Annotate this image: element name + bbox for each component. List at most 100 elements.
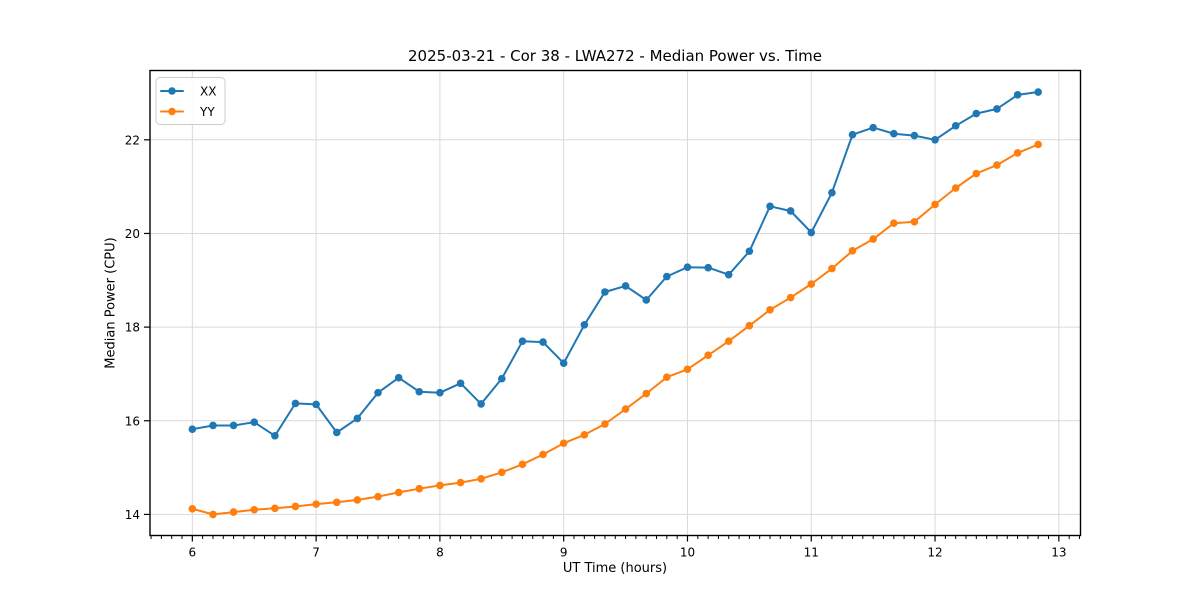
data-point-YY [993,161,1001,169]
x-tick-label: 9 [560,546,568,560]
series-line-YY [191,143,1040,516]
data-point-YY [518,460,527,469]
data-point-XX [498,374,506,383]
data-point-YY [848,246,857,255]
data-point-XX [807,228,816,237]
legend-sample-marker-XX [168,87,176,95]
data-point-XX [188,425,197,434]
data-point-XX [229,421,238,430]
data-point-YY [642,389,651,398]
data-point-XX [456,379,465,388]
data-point-YY [394,488,403,497]
x-tick-label: 10 [680,546,695,560]
data-point-XX [580,320,589,329]
data-point-YY [890,219,898,227]
data-point-YY [498,468,506,477]
data-point-XX [621,282,630,290]
data-point-XX [374,388,382,397]
data-point-XX [931,136,939,144]
data-point-YY [828,264,836,273]
data-point-XX [436,388,444,397]
data-point-XX [869,123,877,132]
data-point-YY [786,293,795,302]
data-point-XX [271,431,279,440]
data-point-XX [415,387,424,396]
data-point-XX [663,272,671,281]
x-tick-label: 12 [927,546,942,560]
data-point-YY [539,450,547,459]
data-point-YY [188,505,197,513]
data-point-XX [972,109,981,118]
data-point-YY [745,321,754,330]
data-point-XX [786,207,795,215]
data-point-XX [951,121,960,130]
x-tick-label: 6 [189,546,197,560]
data-point-XX [1034,88,1042,96]
data-point-YY [1013,149,1022,157]
data-point-YY [250,505,259,514]
data-point-XX [766,202,774,211]
data-point-YY [683,365,692,374]
data-point-XX [1013,91,1022,99]
data-point-XX [353,414,362,423]
data-point-XX [477,400,485,408]
data-point-XX [291,399,300,408]
series-line-XX [191,91,1040,437]
data-point-YY [332,498,341,507]
data-point-YY [951,184,960,192]
y-tick-label: 18 [125,321,140,335]
data-point-YY [374,492,382,501]
data-point-XX [518,337,527,345]
x-tick-label: 13 [1051,546,1066,560]
data-point-YY [807,280,816,288]
data-point-XX [642,296,651,304]
data-point-YY [601,420,609,428]
data-point-YY [580,431,589,439]
data-point-YY [1034,140,1042,149]
data-point-YY [229,508,238,516]
data-point-YY [724,337,733,345]
y-tick-label: 22 [125,133,140,147]
x-axis-label: UT Time (hours) [562,561,668,576]
legend-label-XX: XX [200,85,216,99]
data-point-YY [931,200,939,209]
y-tick-label: 14 [125,508,140,522]
data-point-XX [332,428,341,437]
data-point-XX [394,373,403,382]
data-point-YY [271,504,279,513]
data-point-YY [312,500,320,508]
data-point-XX [848,130,857,139]
data-point-YY [704,351,712,360]
y-tick-label: 20 [125,227,140,241]
data-point-YY [766,305,774,314]
x-tick-label: 8 [436,546,444,560]
x-tick-label: 11 [804,546,819,560]
data-point-YY [869,235,877,243]
data-point-XX [312,400,320,409]
data-point-YY [559,439,568,448]
x-tick-label: 7 [312,546,320,560]
data-point-YY [291,502,300,511]
data-point-XX [745,247,754,256]
data-point-YY [209,510,217,519]
data-point-YY [621,405,630,413]
data-point-YY [910,217,919,226]
data-point-YY [456,478,465,487]
legend-sample-marker-YY [168,107,176,116]
data-point-XX [724,270,733,279]
y-tick-label: 16 [125,414,140,428]
data-point-XX [539,338,547,346]
legend-label-YY: YY [199,105,215,119]
data-point-XX [683,263,692,271]
data-point-XX [993,105,1001,113]
data-point-YY [415,484,424,493]
data-point-XX [704,263,712,272]
data-point-YY [477,475,485,483]
data-point-XX [828,188,836,197]
chart-title: 2025-03-21 - Cor 38 - LWA272 - Median Po… [408,47,822,65]
data-point-XX [890,129,898,138]
data-point-XX [209,421,217,430]
data-point-YY [663,373,671,382]
